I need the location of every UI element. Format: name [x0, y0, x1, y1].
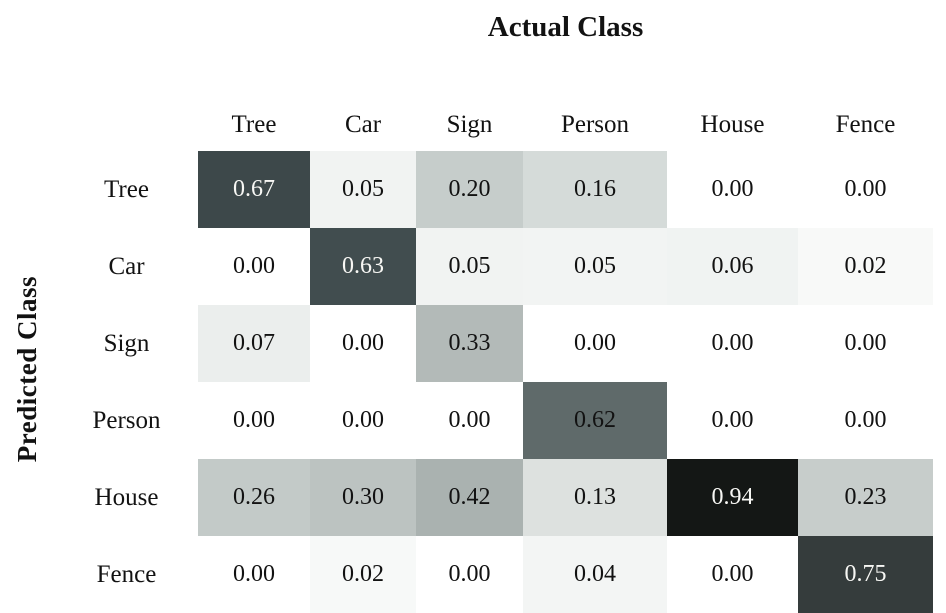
matrix-cell: 0.16	[523, 151, 667, 228]
matrix-cell: 0.00	[198, 228, 310, 305]
matrix-cell: 0.20	[416, 151, 523, 228]
matrix-cell: 0.00	[667, 382, 798, 459]
matrix-cell: 0.33	[416, 305, 523, 382]
matrix-cell: 0.05	[310, 151, 416, 228]
matrix-cell: 0.00	[798, 305, 933, 382]
matrix-cell: 0.00	[416, 382, 523, 459]
matrix-cell: 0.00	[416, 536, 523, 613]
matrix-cell: 0.30	[310, 459, 416, 536]
confusion-matrix-table: Tree Car Sign Person House Fence Tree 0.67 0.05 0…	[55, 42, 933, 613]
column-header: Sign	[416, 42, 523, 151]
matrix-cell: 0.75	[798, 536, 933, 613]
matrix-cell: 0.62	[523, 382, 667, 459]
matrix-row: Tree 0.67 0.05 0.20 0.16 0.00 0.00	[55, 151, 933, 228]
matrix-cell: 0.00	[523, 305, 667, 382]
matrix-row: Person 0.00 0.00 0.00 0.62 0.00 0.00	[55, 382, 933, 459]
matrix-row: Fence 0.00 0.02 0.00 0.04 0.00 0.75	[55, 536, 933, 613]
matrix-cell: 0.00	[667, 536, 798, 613]
row-label: House	[55, 459, 198, 536]
row-label: Person	[55, 382, 198, 459]
matrix-cell: 0.02	[310, 536, 416, 613]
matrix-cell: 0.07	[198, 305, 310, 382]
matrix-cell: 0.00	[310, 382, 416, 459]
matrix-cell: 0.67	[198, 151, 310, 228]
y-axis-label-column: Predicted Class	[0, 0, 55, 612]
matrix-area: Actual Class Tree Car Sign Person House Fence…	[55, 0, 946, 613]
matrix-cell: 0.00	[667, 305, 798, 382]
matrix-cell: 0.06	[667, 228, 798, 305]
matrix-cell: 0.00	[198, 382, 310, 459]
column-header: House	[667, 42, 798, 151]
matrix-cell: 0.02	[798, 228, 933, 305]
y-axis-label: Predicted Class	[12, 275, 42, 463]
matrix-cell: 0.05	[523, 228, 667, 305]
x-axis-title: Actual Class	[487, 11, 644, 43]
matrix-cell: 0.13	[523, 459, 667, 536]
column-header: Fence	[798, 42, 933, 151]
column-header: Person	[523, 42, 667, 151]
matrix-cell: 0.00	[667, 151, 798, 228]
row-label: Sign	[55, 305, 198, 382]
matrix-row: Sign 0.07 0.00 0.33 0.00 0.00 0.00	[55, 305, 933, 382]
row-label: Tree	[55, 151, 198, 228]
column-header: Car	[310, 42, 416, 151]
matrix-cell: 0.00	[798, 382, 933, 459]
matrix-row: House 0.26 0.30 0.42 0.13 0.94 0.23	[55, 459, 933, 536]
matrix-cell: 0.23	[798, 459, 933, 536]
matrix-cell: 0.00	[798, 151, 933, 228]
matrix-cell: 0.94	[667, 459, 798, 536]
matrix-cell: 0.63	[310, 228, 416, 305]
matrix-row: Car 0.00 0.63 0.05 0.05 0.06 0.02	[55, 228, 933, 305]
matrix-cell: 0.26	[198, 459, 310, 536]
corner-spacer	[55, 42, 198, 151]
matrix-cell: 0.00	[198, 536, 310, 613]
row-label: Fence	[55, 536, 198, 613]
matrix-cell: 0.00	[310, 305, 416, 382]
matrix-cell: 0.42	[416, 459, 523, 536]
matrix-cell: 0.04	[523, 536, 667, 613]
column-header: Tree	[198, 42, 310, 151]
row-label: Car	[55, 228, 198, 305]
column-header-row: Tree Car Sign Person House Fence	[55, 42, 933, 151]
matrix-cell: 0.05	[416, 228, 523, 305]
